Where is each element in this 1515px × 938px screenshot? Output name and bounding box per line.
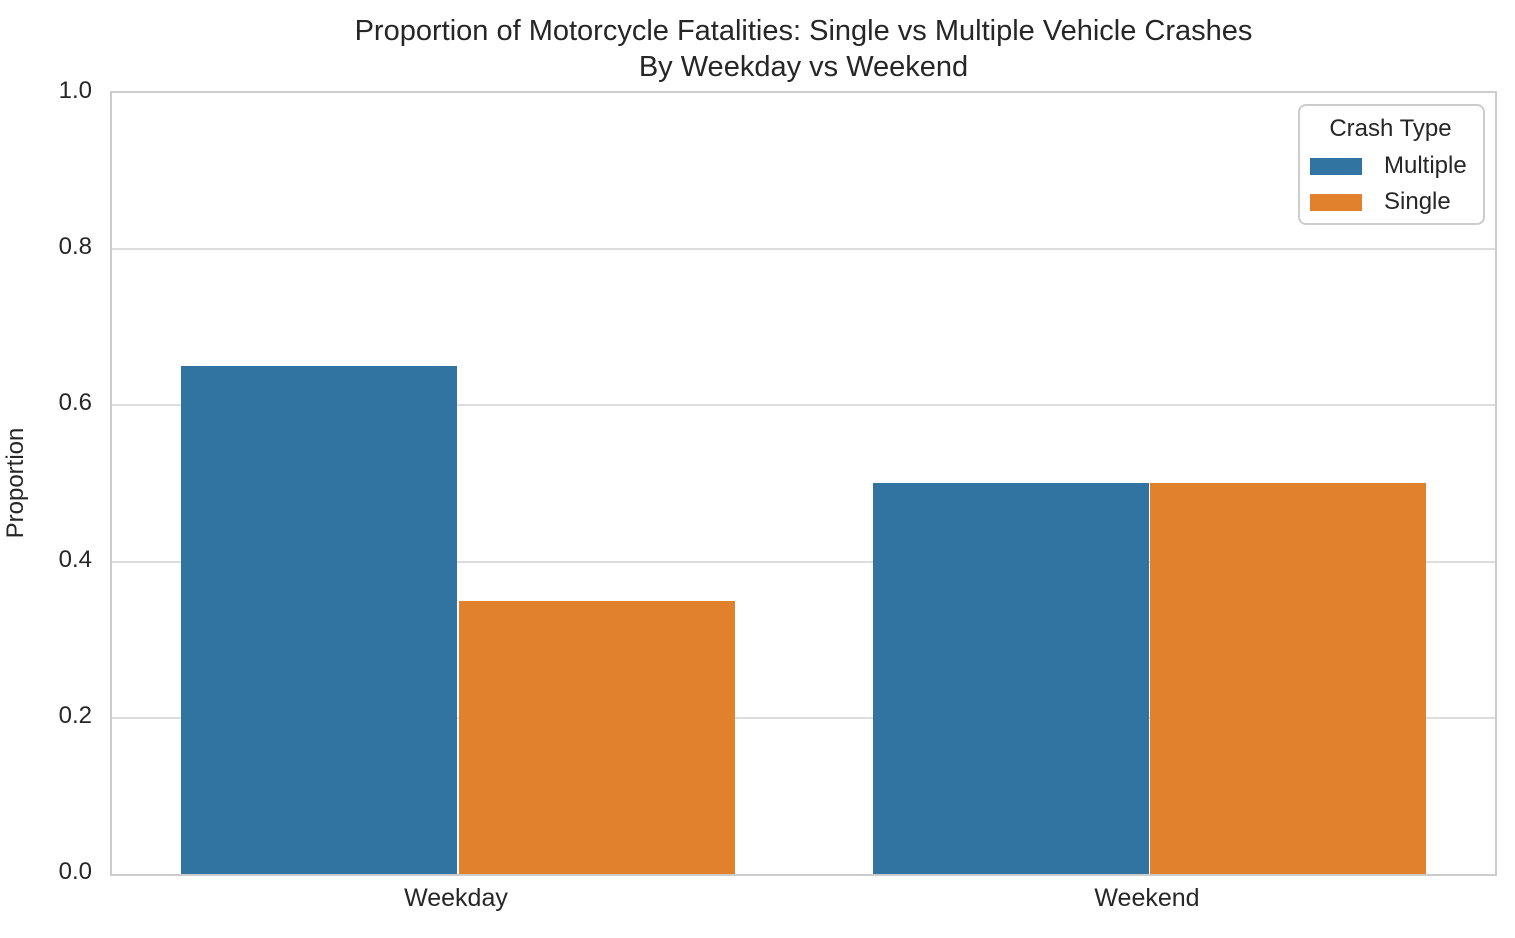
gridline bbox=[112, 404, 1495, 406]
bar-weekend-multiple bbox=[873, 483, 1149, 874]
legend-label-single: Single bbox=[1384, 188, 1451, 215]
x-tick-label: Weekday bbox=[404, 884, 508, 912]
y-tick-label: 0.8 bbox=[58, 233, 92, 260]
y-tick-label: 0.4 bbox=[58, 546, 92, 573]
legend-row-single: Single bbox=[1310, 184, 1471, 220]
x-tick-label: Weekend bbox=[1094, 884, 1200, 912]
bar-weekend-single bbox=[1150, 483, 1426, 874]
legend-swatch-multiple bbox=[1310, 157, 1362, 175]
y-tick-label: 0.0 bbox=[58, 858, 92, 885]
gridline bbox=[112, 248, 1495, 250]
legend: Crash Type Multiple Single bbox=[1298, 104, 1485, 225]
legend-row-multiple: Multiple bbox=[1310, 148, 1471, 184]
plot-area bbox=[110, 91, 1497, 876]
bar-weekday-single bbox=[459, 601, 735, 874]
chart-title: Proportion of Motorcycle Fatalities: Sin… bbox=[110, 13, 1497, 85]
y-tick-label: 0.2 bbox=[58, 702, 92, 729]
y-tick-label: 0.6 bbox=[58, 389, 92, 416]
legend-title: Crash Type bbox=[1329, 115, 1452, 142]
y-tick-label: 1.0 bbox=[58, 77, 92, 104]
chart-title-line2: By Weekday vs Weekend bbox=[638, 51, 969, 83]
bar-weekday-multiple bbox=[181, 366, 457, 874]
gridline bbox=[112, 561, 1495, 563]
gridline bbox=[112, 717, 1495, 719]
y-axis-label: Proportion bbox=[2, 427, 29, 539]
chart-title-line1: Proportion of Motorcycle Fatalities: Sin… bbox=[354, 15, 1253, 47]
legend-label-multiple: Multiple bbox=[1384, 152, 1467, 179]
legend-swatch-single bbox=[1310, 193, 1362, 211]
